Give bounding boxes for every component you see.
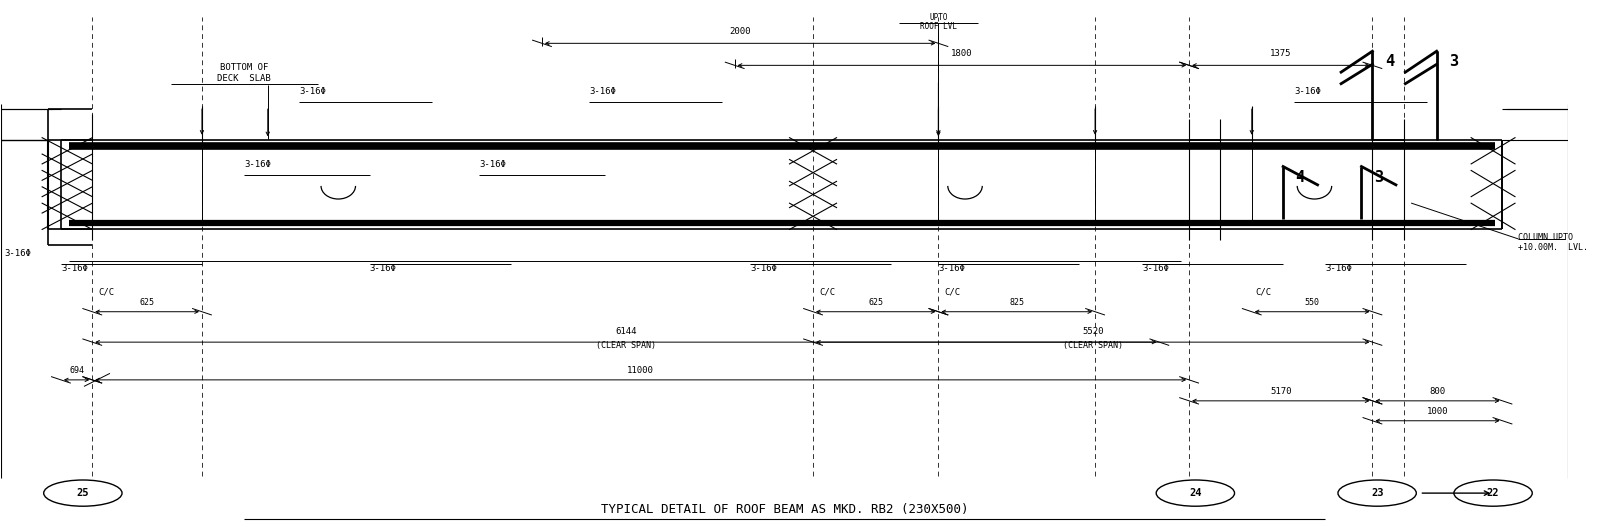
Text: 25: 25: [77, 488, 90, 498]
Text: 625: 625: [139, 298, 155, 307]
Text: C/C: C/C: [819, 288, 835, 297]
Text: 3-16Φ: 3-16Φ: [5, 249, 32, 258]
Text: 5520: 5520: [1082, 327, 1104, 336]
Text: +10.00M.  LVL.: +10.00M. LVL.: [1518, 243, 1589, 252]
Text: 625: 625: [869, 298, 883, 307]
Text: 5170: 5170: [1270, 387, 1291, 396]
Text: 550: 550: [1304, 298, 1320, 307]
Text: 3-16Φ: 3-16Φ: [480, 160, 506, 169]
Text: 23: 23: [1371, 488, 1384, 498]
Text: 11000: 11000: [627, 366, 654, 375]
Text: C/C: C/C: [1254, 288, 1270, 297]
Text: 825: 825: [1010, 298, 1024, 307]
Text: 3-16Φ: 3-16Φ: [750, 264, 778, 273]
Text: 1375: 1375: [1270, 50, 1291, 58]
Text: 3-16Φ: 3-16Φ: [299, 87, 326, 96]
Text: (CLEAR SPAN): (CLEAR SPAN): [595, 341, 656, 350]
Text: 2000: 2000: [730, 27, 750, 36]
Text: UPTO: UPTO: [930, 13, 947, 22]
Text: TYPICAL DETAIL OF ROOF BEAM AS MKD. RB2 (230X500): TYPICAL DETAIL OF ROOF BEAM AS MKD. RB2 …: [602, 503, 968, 516]
Text: DECK  SLAB: DECK SLAB: [218, 74, 270, 83]
Text: 3: 3: [1374, 170, 1382, 184]
Text: ROOF LVL: ROOF LVL: [920, 22, 957, 32]
Text: COLUMN UPTO: COLUMN UPTO: [1518, 233, 1573, 242]
Text: 22: 22: [1486, 488, 1499, 498]
Text: 3-16Φ: 3-16Φ: [938, 264, 965, 273]
Text: 800: 800: [1429, 387, 1445, 396]
Text: C/C: C/C: [944, 288, 960, 297]
Text: 24: 24: [1189, 488, 1202, 498]
Text: C/C: C/C: [99, 288, 115, 297]
Text: 4: 4: [1386, 54, 1394, 69]
Text: 694: 694: [69, 366, 85, 375]
Text: 3-16Φ: 3-16Φ: [370, 264, 397, 273]
Text: BOTTOM OF: BOTTOM OF: [221, 63, 269, 72]
Text: 3: 3: [1450, 54, 1458, 69]
Text: 6144: 6144: [614, 327, 637, 336]
Text: 1000: 1000: [1427, 407, 1448, 416]
Text: 1800: 1800: [950, 50, 973, 58]
Text: (CLEAR SPAN): (CLEAR SPAN): [1062, 341, 1123, 350]
Text: 3-16Φ: 3-16Φ: [1142, 264, 1170, 273]
Text: 4: 4: [1296, 170, 1304, 184]
Text: 3-16Φ: 3-16Φ: [1325, 264, 1352, 273]
Text: 3-16Φ: 3-16Φ: [245, 160, 270, 169]
Text: 3-16Φ: 3-16Φ: [589, 87, 616, 96]
Text: 3-16Φ: 3-16Φ: [1294, 87, 1322, 96]
Text: 3-16Φ: 3-16Φ: [61, 264, 88, 273]
